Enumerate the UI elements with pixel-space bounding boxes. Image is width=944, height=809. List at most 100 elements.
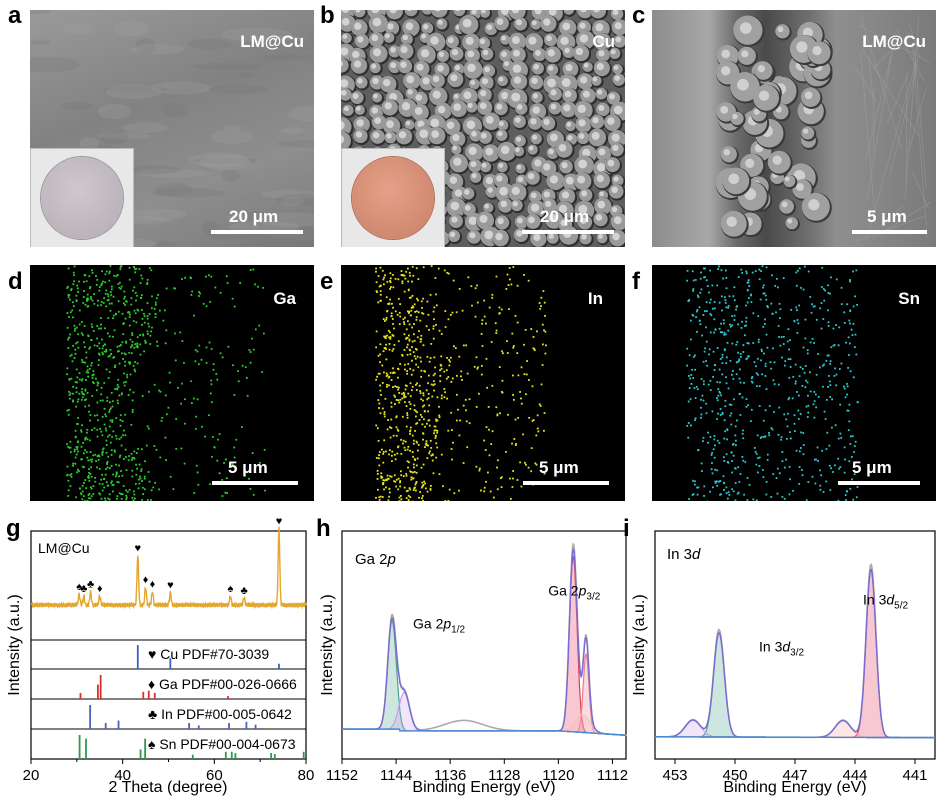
eds-dot (89, 473, 92, 475)
eds-dot (84, 449, 87, 452)
eds-dot (168, 371, 171, 374)
xrd-chart: LM@Cu ♠♣ ♣ ♦♥♦ ♦ ♥ ♠ ♣♥ ♥ Cu PDF#70-3039♦ Ga P… (6, 516, 314, 797)
eds-dot (692, 279, 695, 282)
eds-dot (129, 373, 132, 376)
eds-dot (739, 473, 742, 475)
texture-streak (238, 238, 312, 247)
eds-dot (98, 327, 100, 330)
eds-dot (496, 466, 498, 469)
eds-dot (751, 271, 754, 274)
eds-dot (512, 374, 514, 377)
eds-dot (120, 444, 123, 447)
eds-dot (98, 467, 101, 470)
eds-dot (755, 365, 757, 368)
grain-highlight (453, 103, 461, 111)
panel-label-c: c (632, 2, 646, 29)
eds-dot (462, 344, 465, 347)
grain-highlight (431, 130, 440, 139)
eds-dot (399, 303, 402, 306)
eds-dot (122, 302, 125, 305)
eds-dot (141, 395, 144, 397)
eds-dot (111, 436, 113, 438)
scalebar-label-b: 20 μm (540, 207, 590, 226)
eds-dot (167, 406, 170, 409)
eds-dot (159, 456, 162, 459)
eds-dot (129, 313, 131, 316)
eds-dot (795, 449, 798, 452)
eds-dot (735, 308, 737, 311)
texture-streak (122, 122, 169, 134)
eds-dot (67, 294, 70, 297)
eds-dot (74, 456, 77, 459)
eds-dot (512, 346, 515, 349)
eds-dot (432, 384, 435, 387)
eds-dot (487, 471, 489, 474)
eds-dot (69, 311, 72, 314)
eds-dot (820, 286, 823, 288)
grain-highlight (449, 231, 456, 238)
eds-dot (98, 492, 101, 495)
eds-dot (397, 445, 400, 448)
grain-highlight (469, 232, 476, 239)
eds-dot (115, 312, 117, 315)
xrd-peak-marker: ♥ (135, 543, 142, 555)
eds-dot (102, 302, 105, 304)
eds-dot (82, 302, 85, 304)
texture-streak (263, 54, 314, 61)
eds-dot (696, 486, 698, 489)
eds-dot (378, 407, 380, 409)
eds-dot (745, 398, 748, 401)
eds-dot (74, 429, 77, 432)
eds-dot (81, 424, 83, 427)
eds-dot (465, 409, 467, 412)
eds-dot (114, 366, 116, 368)
eds-dot (738, 368, 741, 371)
eds-dot (530, 328, 533, 330)
xps-background-curve (655, 736, 935, 739)
grain-highlight (530, 192, 537, 199)
texture-streak (276, 140, 314, 148)
eds-dot (414, 410, 417, 413)
eds-dot (532, 347, 535, 350)
eds-dot (407, 288, 410, 291)
eds-dot (801, 469, 803, 471)
eds-dot (788, 493, 791, 496)
eds-dot (527, 379, 530, 381)
grain (453, 10, 466, 17)
texture-streak (223, 125, 242, 131)
grain-highlight (356, 119, 364, 127)
eds-dot (226, 282, 229, 284)
eds-dot (707, 441, 709, 444)
eds-dot (399, 315, 402, 318)
eds-dot (386, 334, 389, 337)
eds-dot (777, 383, 780, 386)
eds-dot (81, 458, 84, 461)
eds-dot (766, 305, 769, 307)
eds-dot (485, 357, 488, 360)
eds-dot (399, 398, 402, 401)
xps-peak-label: Ga 2p1/2 (413, 616, 465, 636)
grain-highlight (567, 135, 573, 141)
eds-dot (232, 364, 234, 367)
eds-dot (464, 398, 467, 401)
eds-dot (432, 325, 435, 328)
eds-dot (132, 320, 135, 323)
eds-dot (840, 436, 843, 439)
grain-highlight (430, 36, 439, 45)
eds-dot (703, 267, 705, 270)
eds-dot (821, 266, 824, 269)
xps-in-ylabel: Intensity (a.u.) (631, 594, 648, 695)
grain-highlight (357, 78, 363, 84)
eds-dot (76, 287, 79, 290)
eds-dot (245, 377, 248, 379)
eds-dot (133, 457, 136, 460)
eds-dot (385, 348, 387, 350)
eds-dot (824, 289, 826, 292)
eds-dot (527, 279, 530, 282)
eds-dot (86, 293, 89, 296)
eds-dot (405, 472, 408, 475)
eds-dot (124, 304, 126, 306)
grain-highlight (373, 93, 378, 99)
eds-dot (87, 371, 90, 374)
eds-dot (100, 430, 103, 433)
